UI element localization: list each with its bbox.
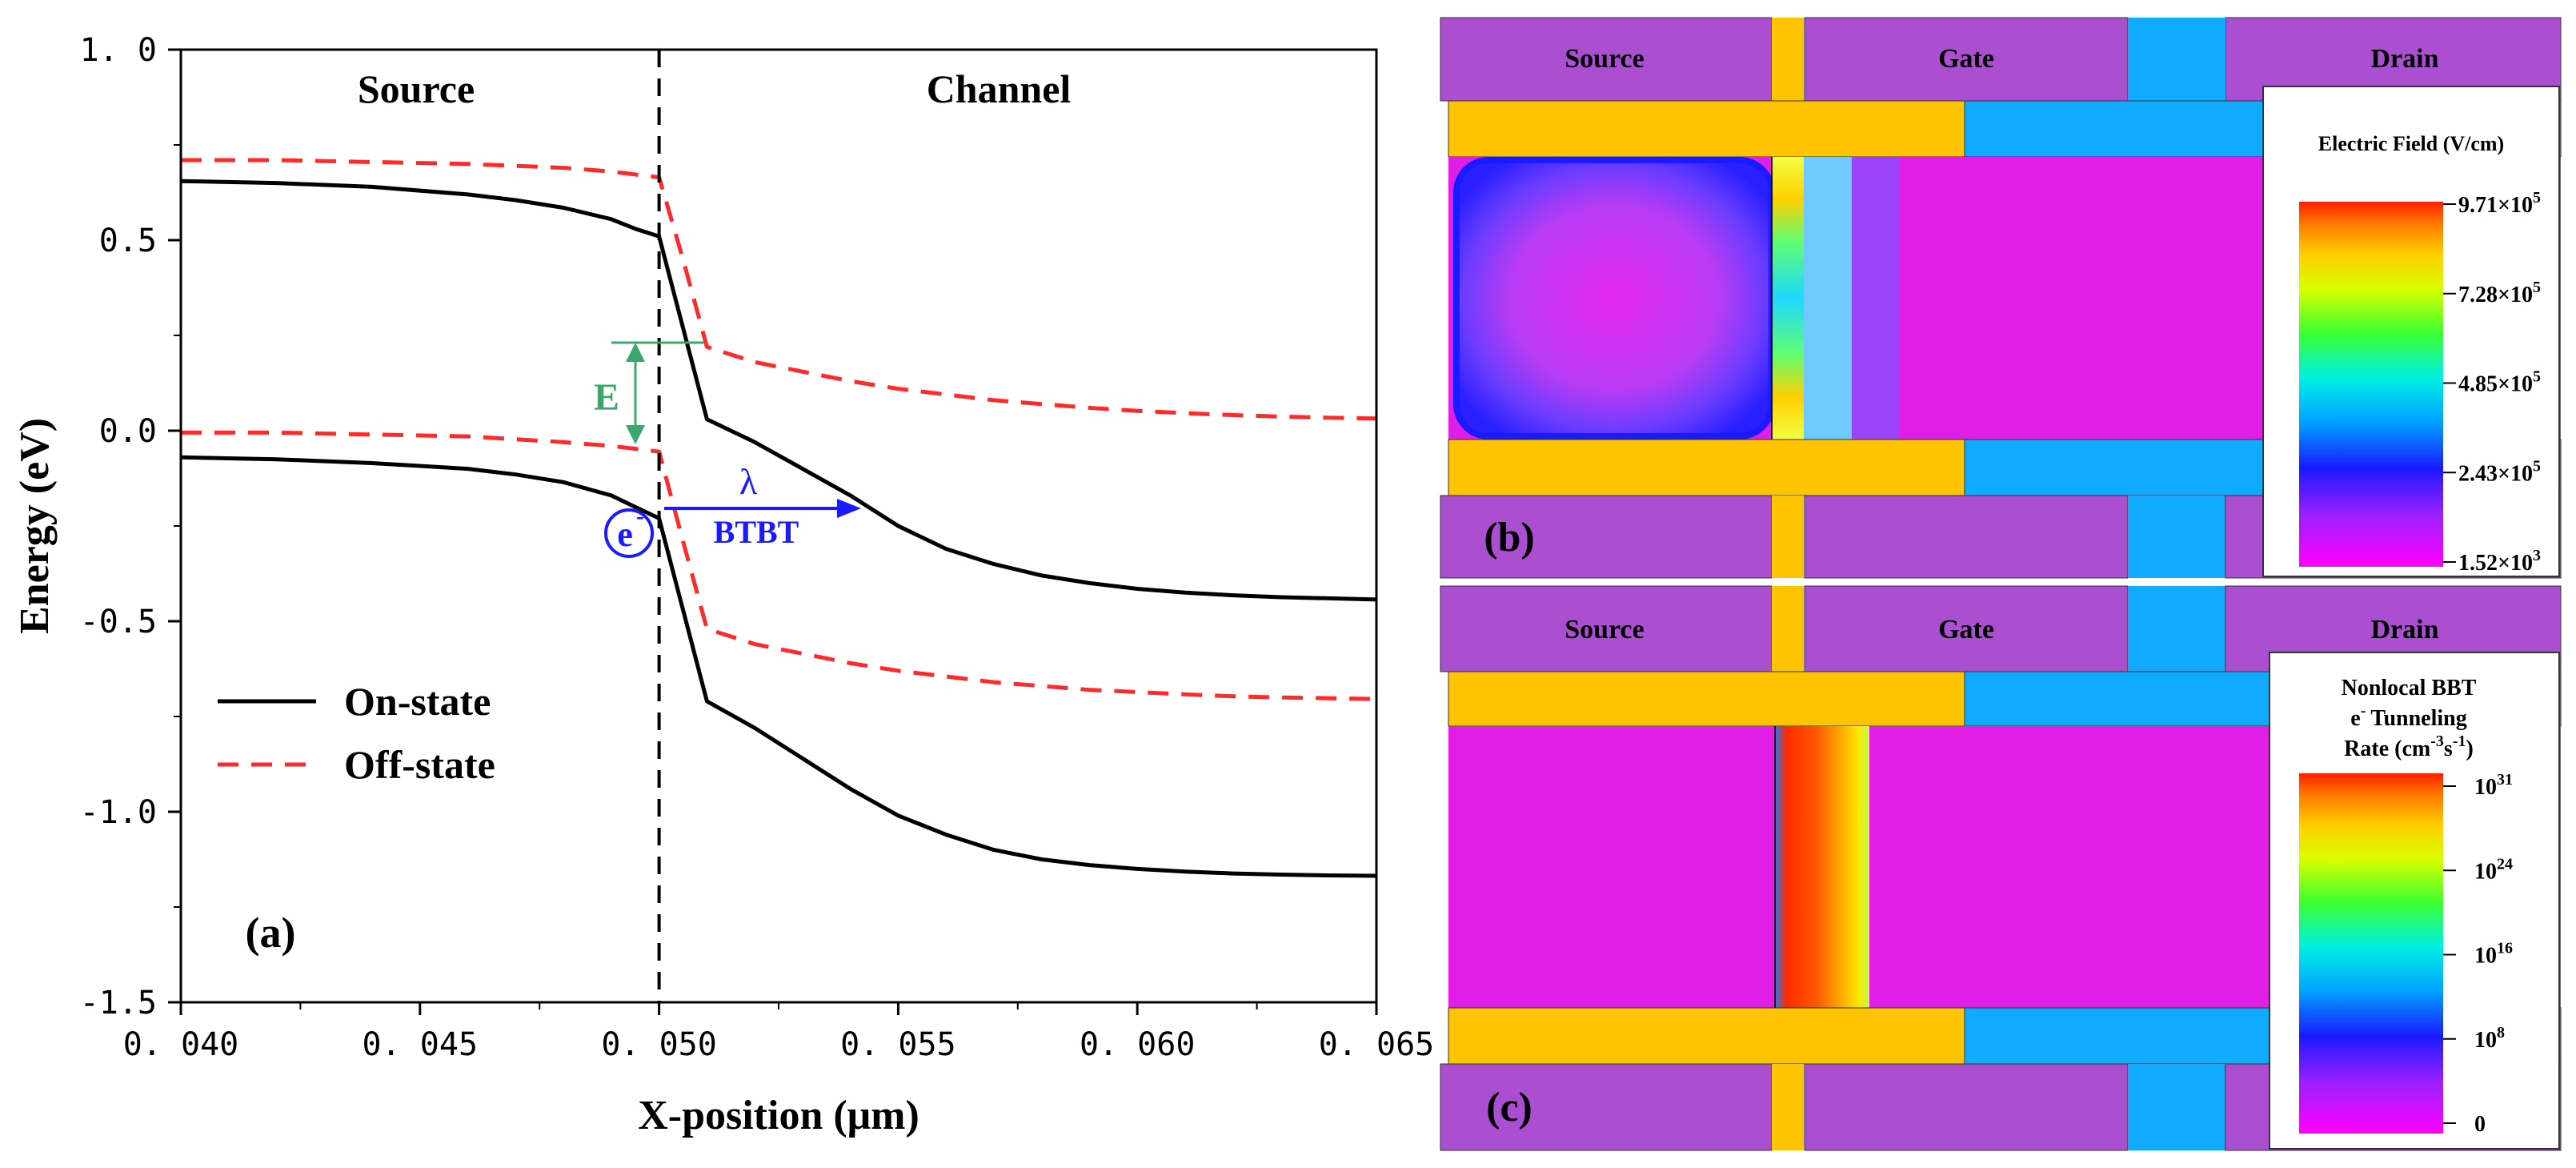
x-axis-title: X-position (μm) bbox=[638, 1093, 919, 1138]
legend-label-off-state: Off-state bbox=[344, 742, 495, 787]
y-tick-label: -0.5 bbox=[80, 604, 157, 640]
region-label-gate-c: Gate bbox=[1938, 615, 1994, 644]
y-tick-label: -1.0 bbox=[80, 794, 157, 831]
region-label-gate-b: Gate bbox=[1938, 44, 1994, 74]
electron-superscript: - bbox=[636, 503, 644, 529]
tunneling-hotspot bbox=[1775, 726, 1869, 1008]
y-tick-label: 0.0 bbox=[99, 413, 157, 450]
lambda-label: λ bbox=[739, 461, 758, 502]
x-tick-label: 0. 045 bbox=[363, 1026, 479, 1063]
energy-gap-label: E bbox=[594, 376, 619, 419]
electron-circle bbox=[604, 508, 654, 558]
colorbar-tunneling-rate: Nonlocal BBT e- Tunneling Rate (cm-3s-1) … bbox=[2269, 652, 2560, 1150]
colorbar-b-tick-label: 4.85×105 bbox=[2458, 368, 2541, 397]
off-state-valence-band-line bbox=[181, 430, 1377, 701]
on-state-valence-band-line bbox=[180, 455, 1377, 878]
colorbar-b-tick-label: 9.71×105 bbox=[2458, 189, 2541, 218]
y-tick-label: 0.5 bbox=[99, 223, 157, 259]
energy-gap-annotation: E bbox=[594, 341, 704, 444]
x-tick-label: 0. 060 bbox=[1080, 1026, 1196, 1063]
band-curves bbox=[180, 158, 1377, 878]
panel-label-a: (a) bbox=[246, 909, 296, 957]
x-tick-label: 0. 040 bbox=[123, 1026, 239, 1063]
electron-label: e bbox=[617, 515, 633, 554]
colorbar-c-tick-label: 0 bbox=[2474, 1112, 2486, 1137]
x-tick-label: 0. 055 bbox=[840, 1026, 956, 1063]
legend-label-on-state: On-state bbox=[344, 679, 491, 724]
btbt-label: BTBT bbox=[714, 514, 799, 550]
region-label-drain-b: Drain bbox=[2371, 44, 2439, 74]
legend: On-state Off-state bbox=[218, 679, 495, 787]
source-contact bbox=[1440, 17, 1773, 102]
region-label-source-b: Source bbox=[1564, 44, 1644, 74]
colorbar-c-tick-label: 108 bbox=[2474, 1024, 2505, 1053]
plot-frame bbox=[179, 48, 1378, 1004]
y-tick-label: -1.5 bbox=[80, 985, 157, 1021]
panel-label-b: (b) bbox=[1484, 515, 1535, 560]
colorbar-ticks-b: 9.71×105 7.28×105 4.85×105 2.43×105 1.52×103 bbox=[2443, 189, 2541, 576]
colorbar-title-c-line3: Rate (cm-3s-1) bbox=[2344, 733, 2474, 761]
colorbar-b-tick-label: 2.43×105 bbox=[2458, 457, 2541, 486]
region-label-source: Source bbox=[358, 66, 475, 111]
region-label-drain-c: Drain bbox=[2371, 615, 2439, 644]
region-label-channel: Channel bbox=[927, 66, 1072, 111]
colorbar-title-c-line1: Nonlocal BBT bbox=[2342, 676, 2477, 700]
btbt-annotation: e - λ BTBT bbox=[604, 461, 861, 558]
colorbar-title-b: Electric Field (V/cm) bbox=[2318, 132, 2504, 155]
tunneling-rate-map-panel: Source Gate Drain (c) Nonlocal BBT e- Tun… bbox=[1440, 585, 2562, 1151]
colorbar-electric-field: Electric Field (V/cm) 9.71×105 7.28×105 4.… bbox=[2262, 86, 2560, 577]
colorbar-b-tick-label: 1.52×103 bbox=[2458, 547, 2541, 576]
on-state-conduction-band-line bbox=[180, 179, 1377, 602]
gate-contact bbox=[1804, 17, 2129, 102]
off-state-conduction-band-line bbox=[181, 158, 1377, 421]
axis-ticks: 0. 040 0. 045 0. 050 0. 055 0. 060 0. 065 1. 0… bbox=[80, 32, 1435, 1063]
region-label-source-c: Source bbox=[1564, 615, 1644, 644]
y-tick-label: 1. 0 bbox=[80, 32, 157, 69]
band-diagram-panel: 0. 040 0. 045 0. 050 0. 055 0. 060 0. 065 1. 0… bbox=[12, 32, 1434, 1138]
panel-label-c: (c) bbox=[1486, 1085, 1532, 1130]
electric-field-map-panel: Source Gate Drain (b) Electric Field (V/… bbox=[1440, 17, 2562, 579]
x-tick-label: 0. 050 bbox=[601, 1026, 717, 1063]
x-tick-label: 0. 065 bbox=[1319, 1026, 1435, 1063]
y-axis-title: Energy (eV) bbox=[12, 418, 58, 634]
colorbar-b-tick-label: 7.28×105 bbox=[2458, 279, 2541, 307]
colorbar-title-c-line2: e- Tunneling bbox=[2350, 702, 2467, 731]
